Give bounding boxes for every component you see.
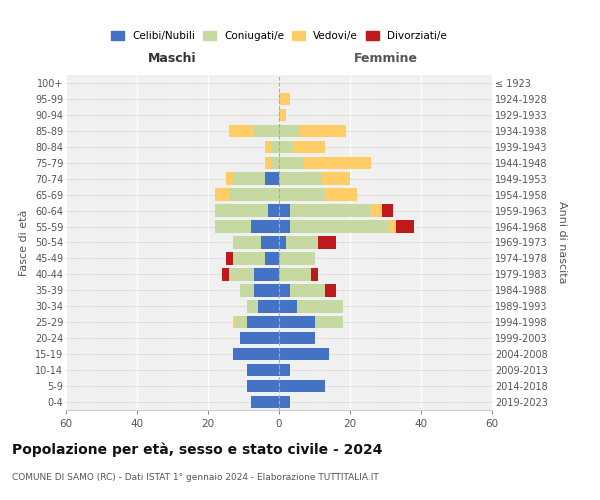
Bar — [322, 172, 350, 185]
Bar — [279, 380, 325, 392]
Bar — [279, 140, 293, 153]
Bar — [279, 284, 290, 296]
Bar — [279, 108, 286, 121]
Bar — [279, 396, 290, 408]
Bar — [251, 220, 279, 233]
Bar — [222, 268, 229, 280]
Y-axis label: Anni di nascita: Anni di nascita — [557, 201, 567, 284]
Legend: Celibi/Nubili, Coniugati/e, Vedovi/e, Divorziati/e: Celibi/Nubili, Coniugati/e, Vedovi/e, Di… — [107, 26, 451, 45]
Y-axis label: Fasce di età: Fasce di età — [19, 210, 29, 276]
Bar — [389, 220, 396, 233]
Bar — [290, 284, 325, 296]
Bar — [279, 220, 290, 233]
Bar — [279, 172, 322, 185]
Bar — [229, 268, 254, 280]
Text: Popolazione per età, sesso e stato civile - 2024: Popolazione per età, sesso e stato civil… — [12, 442, 383, 457]
Bar — [236, 316, 247, 328]
Bar — [311, 268, 318, 280]
Bar — [279, 236, 286, 248]
Bar — [226, 172, 233, 185]
Bar — [301, 124, 346, 137]
Bar — [226, 252, 233, 264]
Bar — [268, 204, 279, 217]
Bar — [290, 204, 371, 217]
Bar — [318, 236, 336, 248]
Bar — [254, 284, 279, 296]
Bar — [314, 316, 343, 328]
Bar — [233, 348, 279, 360]
Bar — [279, 364, 290, 376]
Bar — [290, 220, 389, 233]
Bar — [233, 252, 265, 264]
Bar — [229, 124, 254, 137]
Bar — [254, 268, 279, 280]
Bar — [279, 348, 329, 360]
Bar — [233, 236, 261, 248]
Bar — [325, 188, 357, 201]
Bar — [265, 140, 272, 153]
Bar — [272, 156, 279, 169]
Bar — [233, 172, 265, 185]
Text: Maschi: Maschi — [148, 52, 197, 65]
Bar — [279, 252, 314, 264]
Text: COMUNE DI SAMO (RC) - Dati ISTAT 1° gennaio 2024 - Elaborazione TUTTITALIA.IT: COMUNE DI SAMO (RC) - Dati ISTAT 1° genn… — [12, 472, 379, 482]
Bar — [272, 140, 279, 153]
Bar — [258, 300, 279, 312]
Bar — [286, 236, 318, 248]
Bar — [396, 220, 414, 233]
Bar — [279, 124, 301, 137]
Bar — [215, 220, 251, 233]
Bar — [279, 188, 325, 201]
Bar — [279, 332, 314, 344]
Bar — [325, 284, 336, 296]
Bar — [371, 204, 382, 217]
Bar — [304, 156, 371, 169]
Bar — [279, 92, 290, 105]
Bar — [247, 380, 279, 392]
Bar — [293, 140, 325, 153]
Bar — [279, 268, 311, 280]
Bar — [229, 188, 279, 201]
Bar — [279, 204, 290, 217]
Bar — [251, 396, 279, 408]
Bar — [265, 156, 272, 169]
Bar — [265, 252, 279, 264]
Bar — [240, 332, 279, 344]
Bar — [215, 204, 268, 217]
Bar — [247, 316, 279, 328]
Text: Femmine: Femmine — [353, 52, 418, 65]
Bar — [265, 172, 279, 185]
Bar — [279, 156, 304, 169]
Bar — [247, 364, 279, 376]
Bar — [297, 300, 343, 312]
Bar — [240, 284, 254, 296]
Bar — [279, 316, 314, 328]
Bar — [254, 124, 279, 137]
Bar — [279, 300, 297, 312]
Bar — [215, 188, 229, 201]
Bar — [247, 300, 258, 312]
Bar — [382, 204, 392, 217]
Bar — [261, 236, 279, 248]
Bar — [233, 316, 236, 328]
